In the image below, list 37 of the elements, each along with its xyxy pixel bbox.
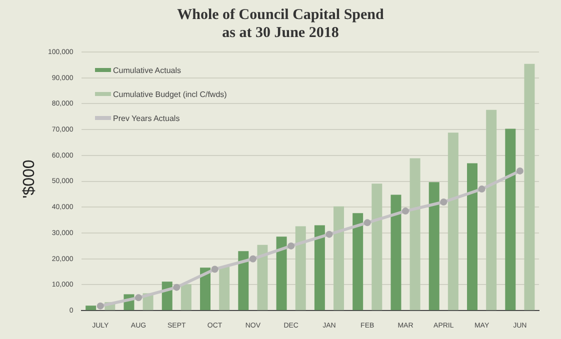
bar (410, 158, 420, 310)
y-axis-title: '$000 (21, 158, 39, 200)
bar (86, 306, 96, 310)
bar (219, 266, 230, 310)
bar (200, 268, 211, 310)
point (135, 294, 142, 302)
bar (372, 184, 382, 310)
bar (467, 163, 478, 310)
bar (486, 110, 497, 310)
bar (524, 64, 535, 310)
point (326, 230, 333, 238)
legend-label: Cumulative Budget (incl C/fwds) (113, 90, 227, 98)
point (96, 302, 104, 310)
bar (314, 225, 325, 310)
point (364, 219, 371, 226)
bar (428, 182, 440, 310)
legend-label: Prev Years Actuals (113, 114, 180, 122)
bar (276, 236, 287, 310)
bar (352, 213, 364, 310)
point (440, 198, 448, 206)
point (173, 284, 180, 291)
bar (334, 206, 344, 310)
bar (448, 132, 458, 310)
bar (238, 251, 249, 310)
point (516, 167, 524, 174)
point (211, 266, 218, 273)
point (402, 208, 410, 215)
point (478, 186, 486, 193)
chart-title: Whole of Council Capital Spend as at 30 June 2018 (176, 6, 385, 42)
point (249, 255, 256, 262)
bar (505, 128, 516, 310)
bar (295, 226, 306, 310)
bar (180, 284, 192, 310)
bar (390, 194, 402, 310)
bar (257, 244, 268, 310)
legend-label: Cumulative Actuals (113, 66, 182, 74)
point (288, 242, 295, 250)
